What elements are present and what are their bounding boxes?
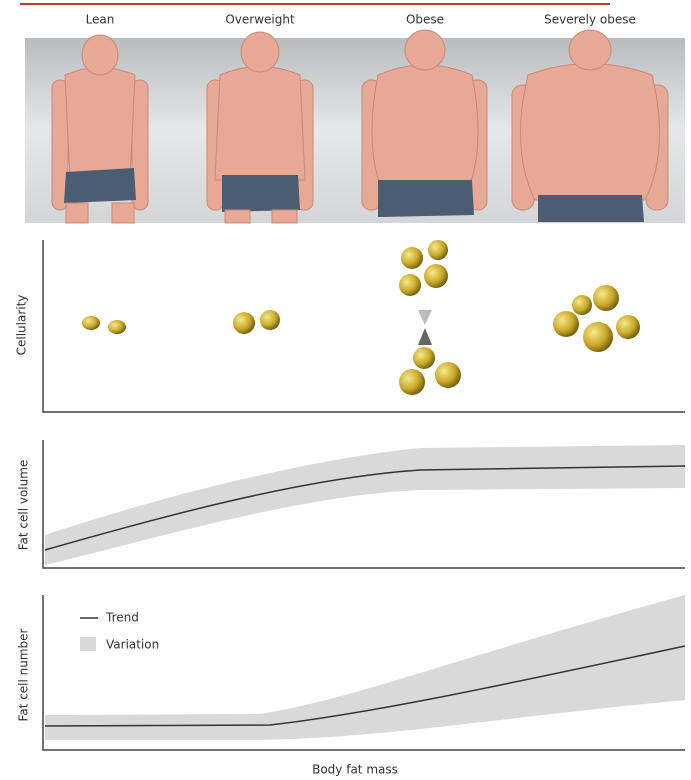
fat-cells bbox=[82, 240, 640, 395]
body-overweight bbox=[206, 31, 314, 224]
category-label: Overweight bbox=[225, 13, 295, 27]
legend-swatch bbox=[80, 637, 96, 651]
y-axis-label: Fat cell number bbox=[17, 628, 31, 721]
category-label: Lean bbox=[86, 13, 115, 27]
body-obese bbox=[361, 29, 488, 217]
x-axis-label: Body fat mass bbox=[312, 763, 398, 777]
trend-line bbox=[44, 465, 686, 551]
legend-label: Variation bbox=[106, 638, 159, 652]
category-label: Obese bbox=[406, 13, 444, 27]
trend-line bbox=[44, 645, 686, 727]
y-axis-label: Fat cell volume bbox=[17, 460, 31, 551]
variation-band bbox=[45, 445, 685, 565]
body-lean bbox=[51, 34, 149, 224]
body-severely-obese bbox=[511, 29, 669, 222]
axis bbox=[42, 440, 685, 569]
axis bbox=[42, 595, 685, 751]
variation-band bbox=[45, 595, 685, 740]
y-axis-label: Cellularity bbox=[15, 295, 29, 356]
axis bbox=[42, 240, 685, 413]
category-label: Severely obese bbox=[544, 13, 636, 27]
legend-label: Trend bbox=[105, 611, 139, 625]
